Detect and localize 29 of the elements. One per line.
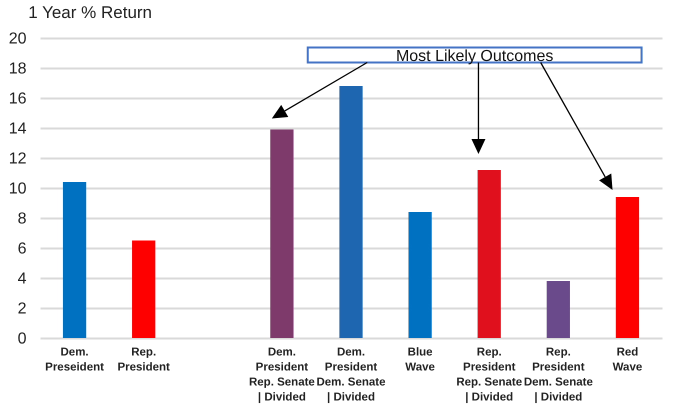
y-tick-label: 14 [8, 120, 27, 138]
y-tick-label: 8 [18, 210, 27, 228]
x-tick-label: Red Wave [612, 346, 642, 374]
bar [478, 170, 501, 338]
bar [339, 86, 363, 338]
chart-title: 1 Year % Return [28, 3, 152, 22]
x-tick-label: Rep. President Dem. Senate | Divided [524, 346, 593, 404]
bar [616, 197, 640, 338]
bar [132, 240, 156, 338]
y-tick-label: 10 [8, 180, 27, 198]
bar [62, 182, 86, 338]
y-tick-label: 4 [18, 270, 27, 288]
x-tick-label: Blue Wave [405, 346, 435, 374]
x-tick-label: Dem. President Rep. Senate | Divided [248, 346, 315, 404]
y-tick-label: 2 [18, 300, 27, 318]
y-tick-label: 12 [8, 150, 27, 168]
y-tick-label: 6 [18, 240, 27, 258]
x-tick-label: Rep. President Rep. Senate | Divided [456, 346, 522, 404]
x-tick-label: Dem. President Dem. Senate | Divided [316, 346, 386, 404]
bar [408, 212, 432, 338]
x-tick-label: Dem. Preseident [45, 346, 104, 374]
annotation: Most Likely Outcomes [396, 48, 554, 65]
x-tick-label: Rep. President [117, 346, 170, 374]
y-tick-label: 18 [8, 60, 27, 78]
y-tick-label: 0 [18, 330, 27, 348]
y-tick-label: 16 [8, 90, 27, 108]
y-tick-label: 20 [8, 30, 27, 48]
bar [270, 130, 294, 338]
bar [546, 281, 570, 338]
